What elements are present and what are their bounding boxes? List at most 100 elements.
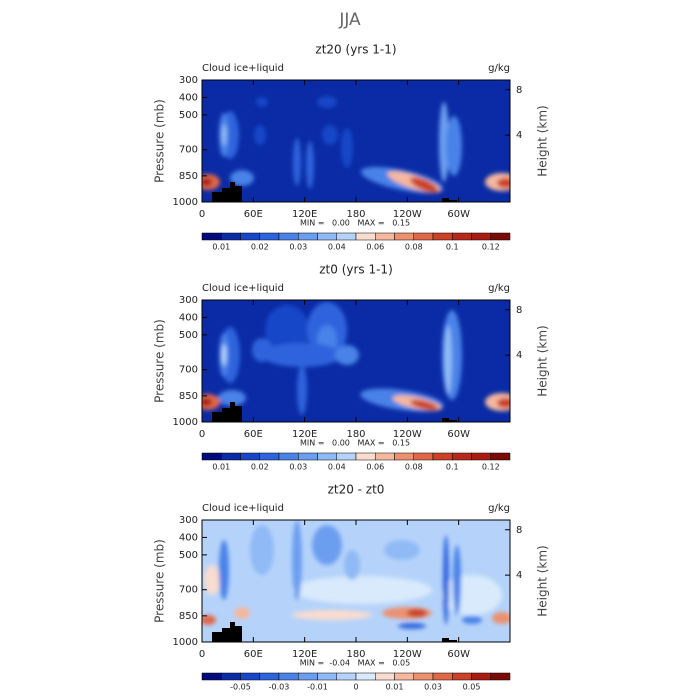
colorbar-tick-label: 0.08 bbox=[405, 243, 423, 252]
colorbar-swatch bbox=[298, 672, 318, 681]
figure-title: JJA bbox=[338, 10, 361, 30]
colorbar-swatch bbox=[240, 452, 260, 461]
y-tick-label: 700 bbox=[179, 365, 198, 376]
colorbar-tick-label: 0.03 bbox=[424, 683, 442, 692]
y-tick-label: 300 bbox=[179, 295, 198, 306]
left-label: Cloud ice+liquid bbox=[202, 503, 284, 514]
y-tick-label: 700 bbox=[179, 145, 198, 156]
colorbar-tick-label: 0.1 bbox=[446, 243, 459, 252]
colorbar-swatch bbox=[336, 232, 357, 241]
colorbar-swatch bbox=[413, 452, 434, 461]
right-label: g/kg bbox=[488, 503, 510, 514]
colorbar-swatch bbox=[221, 452, 241, 461]
colorbar-swatch bbox=[432, 232, 453, 241]
x-tick-label: 60W bbox=[447, 209, 470, 220]
x-tick-label: 180 bbox=[346, 429, 365, 440]
y-tick-label: 1000 bbox=[173, 417, 198, 428]
y-tick-label: 400 bbox=[179, 532, 198, 543]
colorbar-swatch bbox=[471, 672, 491, 681]
y2-tick-label: 8 bbox=[516, 525, 522, 536]
colorbar-tick-label: 0.06 bbox=[366, 463, 384, 472]
y-tick-label: 500 bbox=[179, 330, 198, 341]
colorbar-swatch bbox=[240, 672, 260, 681]
colorbar-swatch bbox=[490, 232, 511, 241]
x-tick-label: 60W bbox=[447, 649, 470, 660]
colorbar-swatch bbox=[432, 672, 453, 681]
stats-label: MIN = -0.04 MAX = 0.05 bbox=[300, 659, 410, 668]
x-tick-label: 120W bbox=[393, 209, 422, 220]
colorbar-swatch bbox=[490, 672, 511, 681]
y-tick-label: 850 bbox=[179, 611, 198, 622]
y-tick-label: 300 bbox=[179, 515, 198, 526]
colorbar-swatch bbox=[471, 232, 491, 241]
y2-tick-label: 8 bbox=[516, 305, 522, 316]
colorbar-swatch bbox=[432, 452, 453, 461]
colorbar-swatch bbox=[317, 452, 337, 461]
y-tick-label: 400 bbox=[179, 92, 198, 103]
x-tick-label: 180 bbox=[346, 649, 365, 660]
y-tick-label: 300 bbox=[179, 75, 198, 86]
panel-title: zt0 (yrs 1-1) bbox=[319, 263, 393, 277]
x-tick-label: 60W bbox=[447, 429, 470, 440]
colorbar-tick-label: -0.05 bbox=[230, 683, 251, 692]
right-label: g/kg bbox=[488, 63, 510, 74]
colorbar-swatch bbox=[375, 232, 395, 241]
field-image bbox=[202, 300, 510, 422]
y-tick-label: 500 bbox=[179, 550, 198, 561]
colorbar-swatch bbox=[259, 232, 280, 241]
colorbar-tick-label: 0.02 bbox=[251, 243, 269, 252]
x-tick-label: 120E bbox=[292, 649, 317, 660]
left-label: Cloud ice+liquid bbox=[202, 63, 284, 74]
colorbar-swatch bbox=[413, 672, 434, 681]
colorbar-swatch bbox=[375, 672, 395, 681]
y-tick-label: 1000 bbox=[173, 637, 198, 648]
y-tick-label: 700 bbox=[179, 585, 198, 596]
field-image bbox=[202, 520, 510, 642]
colorbar-swatch bbox=[336, 452, 357, 461]
x-tick-label: 60E bbox=[244, 209, 263, 220]
x-tick-label: 120W bbox=[393, 649, 422, 660]
colorbar-swatch bbox=[201, 452, 222, 461]
y-tick-label: 850 bbox=[179, 391, 198, 402]
panel-title: zt20 - zt0 bbox=[328, 483, 385, 497]
colorbar-swatch bbox=[471, 452, 491, 461]
colorbar-swatch bbox=[259, 672, 280, 681]
colorbar-swatch bbox=[490, 452, 511, 461]
y2-tick-label: 4 bbox=[516, 570, 522, 581]
panel-title: zt20 (yrs 1-1) bbox=[315, 43, 396, 57]
x-tick-label: 0 bbox=[199, 429, 205, 440]
y-tick-label: 1000 bbox=[173, 197, 198, 208]
colorbar-swatch bbox=[452, 232, 472, 241]
colorbar-tick-label: 0.12 bbox=[482, 243, 500, 252]
colorbar-tick-label: 0.05 bbox=[463, 683, 481, 692]
colorbar-swatch bbox=[317, 232, 337, 241]
colorbar-tick-label: 0.1 bbox=[446, 463, 459, 472]
x-tick-label: 60E bbox=[244, 429, 263, 440]
colorbar-swatch bbox=[221, 672, 241, 681]
colorbar-tick-label: 0 bbox=[353, 683, 358, 692]
colorbar-swatch bbox=[452, 452, 472, 461]
stats-label: MIN = 0.00 MAX = 0.15 bbox=[300, 439, 410, 448]
colorbar-tick-label: 0.08 bbox=[405, 463, 423, 472]
y-tick-label: 400 bbox=[179, 312, 198, 323]
colorbar-swatch bbox=[355, 452, 376, 461]
colorbar-swatch bbox=[259, 452, 280, 461]
x-tick-label: 120E bbox=[292, 429, 317, 440]
y2-tick-label: 4 bbox=[516, 130, 522, 141]
colorbar-tick-label: 0.02 bbox=[251, 463, 269, 472]
colorbar-swatch bbox=[278, 672, 299, 681]
colorbar-swatch bbox=[201, 232, 222, 241]
colorbar-swatch bbox=[452, 672, 472, 681]
colorbar-swatch bbox=[240, 232, 260, 241]
x-tick-label: 60E bbox=[244, 649, 263, 660]
x-tick-label: 0 bbox=[199, 209, 205, 220]
colorbar-swatch bbox=[394, 452, 414, 461]
colorbar-tick-label: 0.03 bbox=[289, 243, 307, 252]
colorbar-swatch bbox=[355, 672, 376, 681]
colorbar-tick-label: 0.03 bbox=[289, 463, 307, 472]
right-label: g/kg bbox=[488, 283, 510, 294]
y-tick-label: 500 bbox=[179, 110, 198, 121]
y-axis-label: Pressure (mb) bbox=[153, 99, 167, 183]
y2-axis-label: Height (km) bbox=[536, 105, 550, 176]
